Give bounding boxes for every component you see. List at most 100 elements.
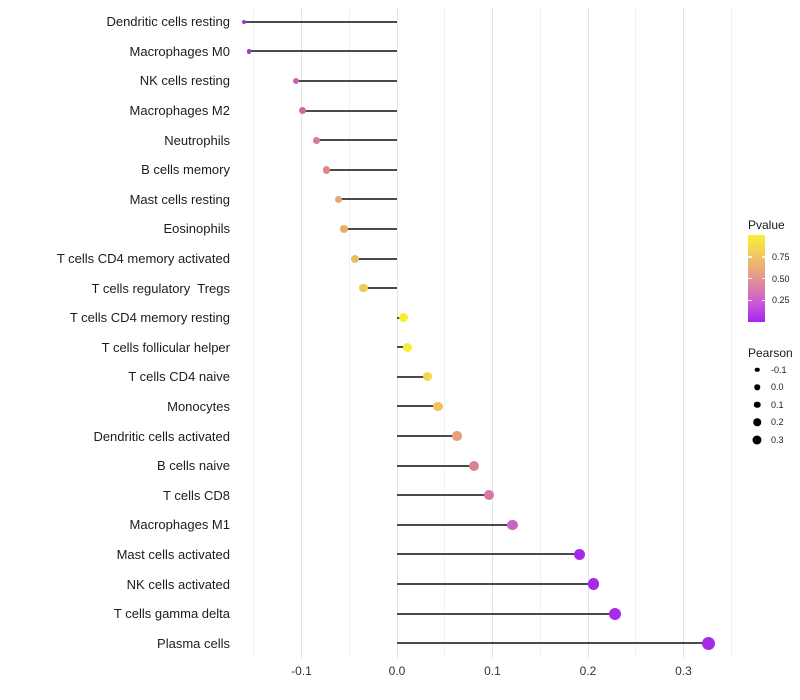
lollipop-stem [397,553,580,556]
x-tick-label: -0.1 [291,664,312,678]
y-axis-label: T cells CD4 naive [128,369,230,385]
lollipop-stem [397,642,709,645]
x-tick-label: 0.1 [484,664,501,678]
data-point-dot [246,49,252,54]
data-point-dot [322,166,331,174]
lollipop-stem [397,346,408,349]
y-axis-label: T cells CD4 memory activated [56,251,230,267]
x-tick-label: 0.3 [675,664,692,678]
y-axis-label: NK cells resting [139,73,230,89]
lollipop-stem [397,405,439,408]
data-point-dot [507,519,518,531]
data-point-dot [298,107,306,115]
pvalue-tick-notch [748,299,752,301]
data-point-dot [423,372,433,382]
data-point-dot [350,254,359,263]
pvalue-tick-notch [761,256,765,258]
y-axis-label: Mast cells resting [129,191,230,207]
x-tick-label: 0.0 [388,664,406,678]
x-minor-gridline [348,7,350,658]
y-axis-label: Monocytes [167,398,230,414]
y-axis-label: Eosinophils [163,221,231,237]
pearson-size-dot [754,367,760,372]
pvalue-tick-label: 0.50 [772,273,790,284]
lollipop-stem [326,168,397,171]
lollipop-stem [397,583,594,586]
y-axis-label: T cells CD4 memory resting [69,310,230,326]
lollipop-stem [302,109,397,112]
y-axis-label: Macrophages M1 [129,517,230,533]
x-minor-gridline [253,7,255,658]
lollipop-stem [244,20,397,23]
x-major-gridline [683,7,684,658]
pearson-size-dot [752,435,762,444]
y-axis-label: B cells naive [157,458,230,474]
data-point-dot [701,636,715,650]
pearson-size-label: 0.0 [771,382,784,392]
data-point-dot [433,401,443,412]
data-point-dot [339,224,348,233]
lollipop-stem [397,435,458,438]
pvalue-legend-title: Pvalue [748,218,785,232]
y-axis-label: Dendritic cells resting [106,14,230,30]
pearson-size-dot [753,401,761,408]
lollipop-stem [316,139,397,142]
data-point-dot [403,342,412,352]
lollipop-stem [397,612,615,615]
data-point-dot [242,19,247,24]
y-axis-label: Mast cells activated [116,546,230,562]
data-point-dot [359,283,368,293]
lollipop-stem [397,464,475,467]
y-axis-label: T cells regulatory Tregs [91,280,230,296]
data-point-dot [469,460,480,471]
y-axis-label: NK cells activated [126,576,230,592]
plot-panel [236,7,737,658]
pvalue-tick-notch [761,277,765,280]
lollipop-stem [354,257,397,260]
lollipop-stem [397,375,428,378]
data-point-dot [587,578,600,590]
y-axis-label: Neutrophils [164,132,230,148]
lollipop-stem [248,50,397,53]
x-major-gridline [587,7,589,658]
data-point-dot [334,195,343,204]
x-minor-gridline [444,7,446,658]
y-axis-label: T cells CD8 [163,487,230,503]
pearson-legend-title: Pearson [748,346,793,360]
pvalue-gradient-bar [748,235,765,322]
x-minor-gridline [635,7,637,658]
data-point-dot [399,313,409,323]
x-tick-label: 0.2 [579,664,597,678]
y-axis-label: Macrophages M2 [129,103,230,119]
pearson-size-label: 0.1 [771,399,784,410]
x-minor-gridline [539,7,541,658]
x-major-gridline [492,7,493,658]
pvalue-tick-notch [748,256,752,258]
data-point-dot [452,431,462,441]
pearson-size-label: -0.1 [771,364,787,375]
data-point-dot [608,607,621,620]
lollipop-stem [295,79,397,82]
pvalue-tick-label: 0.75 [772,251,790,262]
y-axis-label: Dendritic cells activated [93,428,230,444]
lollipop-stem [343,227,397,230]
pearson-size-label: 0.2 [771,417,784,427]
lollipop-stem [363,287,397,290]
pvalue-tick-notch [761,299,765,301]
x-major-gridline [396,7,398,658]
y-axis-label: T cells gamma delta [113,606,230,622]
pearson-size-dot [754,384,760,390]
y-axis-label: B cells memory [141,162,230,178]
pvalue-tick-label: 0.25 [772,295,790,306]
data-point-dot [483,490,494,501]
lollipop-stem [397,494,489,497]
y-axis-label: Macrophages M0 [129,43,230,59]
x-major-gridline [301,7,302,658]
pearson-size-dot [753,418,761,426]
x-minor-gridline [730,7,732,658]
lollipop-stem [397,523,513,526]
pvalue-tick-notch [748,277,752,280]
data-point-dot [573,548,586,561]
data-point-dot [313,136,321,144]
